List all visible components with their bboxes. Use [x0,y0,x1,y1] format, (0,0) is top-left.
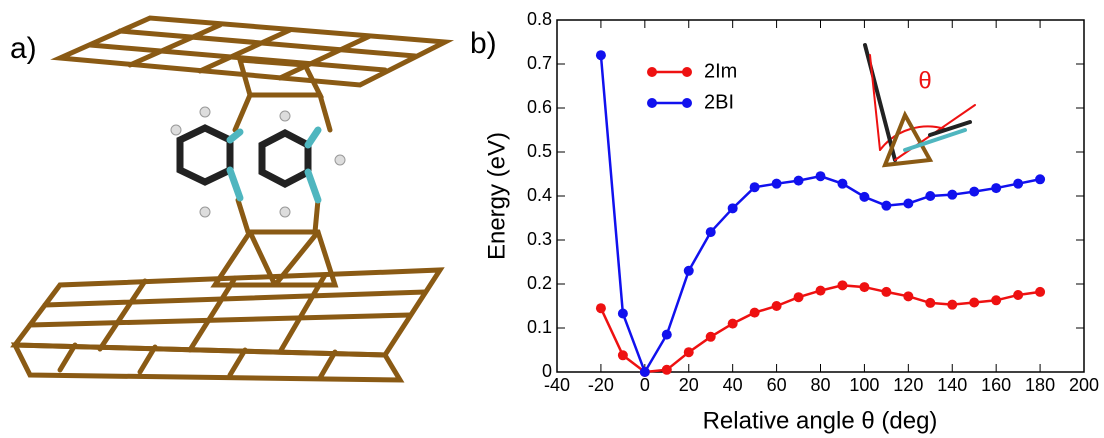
y-tick-label: 0.3 [527,229,552,249]
data-point [837,179,847,189]
data-point [881,287,891,297]
data-point [903,291,913,301]
data-point [684,266,694,276]
data-point [750,308,760,318]
data-point [816,171,826,181]
y-tick-label: 0.6 [527,97,552,117]
data-point [991,183,1001,193]
x-tick-label: 80 [810,375,830,395]
data-point [618,350,628,360]
data-point [1035,174,1045,184]
data-point [750,182,760,192]
data-point [925,298,935,308]
data-point [728,319,738,329]
x-tick-label: 140 [937,375,967,395]
y-tick-label: 0.7 [527,53,552,73]
molecule-illustration [15,18,445,380]
data-point [794,176,804,186]
data-point [881,201,891,211]
legend-swatch [647,67,657,77]
x-tick-label: -40 [544,375,570,395]
data-point [859,282,869,292]
data-point [794,292,804,302]
data-point [925,191,935,201]
data-point [859,192,869,202]
y-axis-title: Energy (eV) [483,132,510,260]
data-point [903,198,913,208]
data-point [618,308,628,318]
x-axis-title: Relative angle θ (deg) [703,407,938,434]
data-point [1035,287,1045,297]
data-point [706,227,716,237]
panel-label: b) [470,27,497,60]
x-tick-label: 180 [1025,375,1055,395]
legend-label: 2BI [704,91,734,113]
legend-swatch [682,98,692,108]
data-point [969,187,979,197]
x-tick-label: 40 [723,375,743,395]
legend-label: 2Im [704,60,737,82]
inset-label: θ [918,67,931,94]
y-tick-label: 0.8 [527,9,552,29]
x-tick-label: 200 [1069,375,1099,395]
data-point [684,347,694,357]
data-point [837,280,847,290]
panel-label: a) [10,32,37,65]
data-point [1013,179,1023,189]
data-point [640,367,650,377]
y-tick-label: 0.1 [527,317,552,337]
x-tick-label: 160 [981,375,1011,395]
data-point [991,295,1001,305]
data-point [772,301,782,311]
data-point [772,179,782,189]
inset-illustration [865,45,975,165]
data-point [662,365,672,375]
plot-frame [557,20,1084,372]
data-point [662,330,672,340]
x-tick-label: 100 [849,375,879,395]
x-tick-label: 120 [893,375,923,395]
data-point [728,203,738,213]
figure: a) b) θ Relative angle θ (deg) Energy (e… [0,0,1104,438]
x-tick-label: 60 [767,375,787,395]
x-tick-label: -20 [588,375,614,395]
data-point [816,286,826,296]
data-point [969,297,979,307]
data-point [706,332,716,342]
y-tick-label: 0.2 [527,273,552,293]
y-tick-label: 0.4 [527,185,552,205]
data-point [596,303,606,313]
y-tick-label: 0.5 [527,141,552,161]
data-point [947,190,957,200]
data-point [596,50,606,60]
legend-swatch [647,98,657,108]
data-point [947,300,957,310]
legend-swatch [682,67,692,77]
x-tick-label: 20 [679,375,699,395]
x-tick-label: 0 [640,375,650,395]
data-point [1013,290,1023,300]
